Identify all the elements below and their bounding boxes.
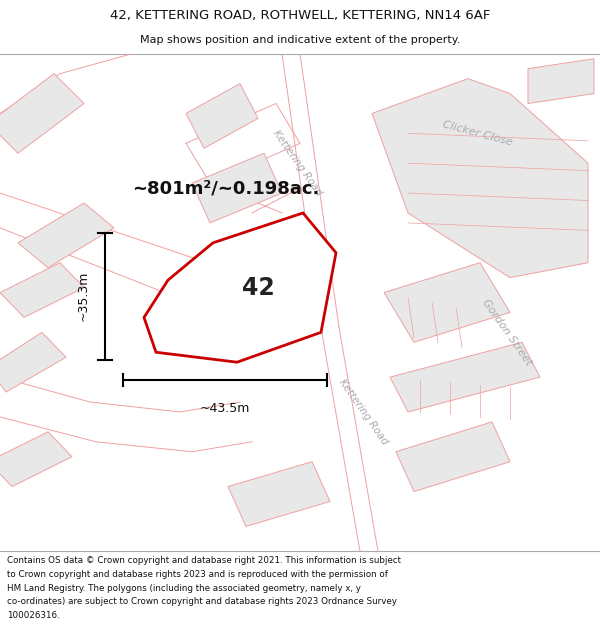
Text: ~801m²/~0.198ac.: ~801m²/~0.198ac. <box>132 179 319 197</box>
Polygon shape <box>192 153 282 223</box>
Polygon shape <box>18 203 114 268</box>
Polygon shape <box>528 59 594 104</box>
Text: Contains OS data © Crown copyright and database right 2021. This information is : Contains OS data © Crown copyright and d… <box>7 556 401 566</box>
Text: 42, KETTERING ROAD, ROTHWELL, KETTERING, NN14 6AF: 42, KETTERING ROAD, ROTHWELL, KETTERING,… <box>110 9 490 21</box>
Polygon shape <box>372 79 588 278</box>
Polygon shape <box>384 262 510 343</box>
Text: co-ordinates) are subject to Crown copyright and database rights 2023 Ordnance S: co-ordinates) are subject to Crown copyr… <box>7 598 397 606</box>
Text: Kettering Road: Kettering Road <box>271 129 323 198</box>
Polygon shape <box>0 262 84 318</box>
Polygon shape <box>0 332 66 392</box>
Text: Kettering Road: Kettering Road <box>337 378 389 447</box>
Text: Map shows position and indicative extent of the property.: Map shows position and indicative extent… <box>140 35 460 45</box>
Text: 100026316.: 100026316. <box>7 611 60 620</box>
Polygon shape <box>228 462 330 526</box>
Text: Gordon Street: Gordon Street <box>481 298 533 368</box>
Text: Clicker Close: Clicker Close <box>441 119 513 148</box>
Text: ~35.3m: ~35.3m <box>77 271 90 321</box>
Text: 42: 42 <box>242 276 274 299</box>
Polygon shape <box>396 422 510 491</box>
Polygon shape <box>144 213 336 362</box>
Text: to Crown copyright and database rights 2023 and is reproduced with the permissio: to Crown copyright and database rights 2… <box>7 570 388 579</box>
Polygon shape <box>0 432 72 487</box>
Polygon shape <box>390 342 540 412</box>
Text: ~43.5m: ~43.5m <box>200 402 250 415</box>
Text: HM Land Registry. The polygons (including the associated geometry, namely x, y: HM Land Registry. The polygons (includin… <box>7 584 361 592</box>
Polygon shape <box>0 74 84 153</box>
Polygon shape <box>186 84 258 148</box>
